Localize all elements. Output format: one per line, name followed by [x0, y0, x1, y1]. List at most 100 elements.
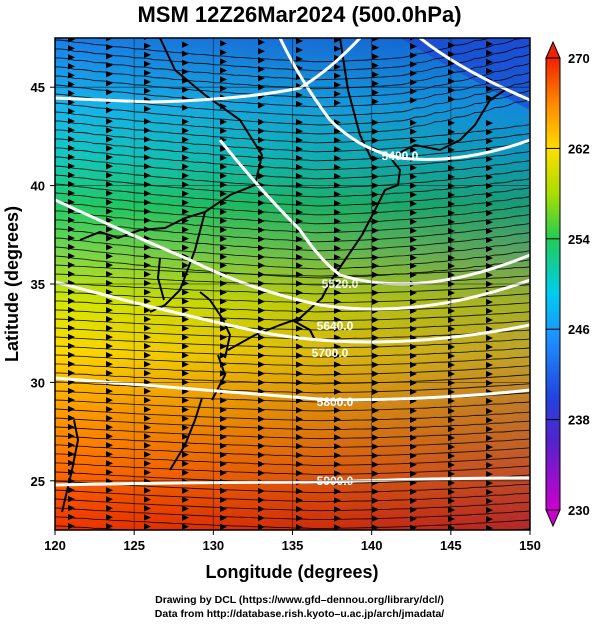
wind-arrow-icon — [106, 288, 113, 296]
wind-arrow-icon — [410, 379, 417, 387]
wind-arrow-icon — [410, 407, 417, 414]
wind-arrow-icon — [220, 118, 227, 126]
wind-arrow-icon — [448, 524, 455, 530]
wind-arrow-icon — [486, 182, 493, 190]
wind-arrow-icon — [448, 497, 455, 505]
wind-arrow-icon — [106, 136, 113, 143]
wind-arrow-icon — [68, 45, 75, 52]
wind-arrow-icon — [296, 154, 303, 162]
wind-arrow-icon — [68, 261, 75, 269]
wind-arrow-icon — [296, 425, 303, 432]
wind-arrow-icon — [68, 117, 75, 125]
wind-arrow-icon — [106, 360, 113, 368]
wind-arrow-icon — [258, 235, 265, 243]
wind-arrow-icon — [296, 55, 303, 63]
wind-arrow-icon — [106, 306, 113, 314]
wind-arrow-icon — [68, 234, 75, 242]
wind-arrow-icon — [372, 137, 379, 144]
wind-arrow-icon — [144, 78, 151, 86]
wind-arrow-icon — [106, 279, 113, 287]
wind-arrow-icon — [372, 262, 379, 269]
wind-arrow-icon — [68, 162, 75, 170]
wind-arrow-icon — [106, 61, 113, 69]
wind-arrow-icon — [144, 388, 151, 395]
wind-arrow-icon — [372, 53, 379, 60]
wind-arrow-icon — [334, 128, 341, 135]
wind-arrow-icon — [106, 324, 113, 332]
wind-arrow-icon — [486, 227, 493, 235]
wind-arrow-icon — [106, 52, 113, 60]
wind-arrow-icon — [296, 145, 303, 153]
wind-arrow-icon — [68, 495, 75, 503]
wind-arrow-icon — [220, 523, 227, 530]
wind-arrow-icon — [144, 262, 151, 269]
wind-arrow-icon — [258, 442, 265, 450]
wind-arrow-icon — [144, 60, 151, 68]
wind-arrow-icon — [334, 173, 341, 180]
wind-arrow-icon — [182, 68, 189, 75]
wind-arrow-icon — [182, 352, 189, 359]
wind-arrow-icon — [486, 370, 493, 378]
wind-arrow-icon — [372, 71, 379, 78]
wind-arrow-icon — [296, 262, 303, 269]
wind-arrow-icon — [106, 43, 113, 51]
wind-arrow-icon — [182, 325, 189, 332]
wind-arrow-icon — [182, 523, 189, 530]
wind-arrow-icon — [258, 57, 265, 64]
wind-arrow-icon — [258, 361, 265, 368]
wind-arrow-icon — [486, 137, 493, 145]
wind-arrow-icon — [448, 262, 455, 270]
wind-arrow-icon — [410, 271, 417, 279]
wind-arrow-icon — [486, 443, 493, 451]
wind-arrow-icon — [410, 137, 417, 144]
wind-arrow-icon — [68, 504, 75, 512]
wind-arrow-icon — [182, 136, 189, 143]
wind-arrow-icon — [106, 253, 113, 260]
wind-arrow-icon — [448, 443, 455, 451]
wind-arrow-icon — [448, 397, 455, 405]
wind-arrow-icon — [372, 334, 379, 341]
wind-arrow-icon — [296, 434, 303, 441]
wind-arrow-icon — [220, 469, 227, 477]
wind-arrow-icon — [106, 106, 113, 114]
wind-arrow-icon — [68, 387, 75, 395]
wind-arrow-icon — [182, 244, 189, 251]
wind-arrow-icon — [258, 487, 265, 495]
wind-arrow-icon — [448, 59, 455, 67]
wind-arrow-icon — [372, 343, 379, 350]
wind-arrow-icon — [296, 208, 303, 216]
wind-arrow-icon — [410, 307, 417, 315]
wind-arrow-icon — [106, 38, 113, 42]
wind-arrow-icon — [448, 470, 455, 478]
wind-arrow-icon — [486, 262, 493, 270]
wind-arrow-icon — [296, 407, 303, 414]
wind-arrow-icon — [144, 208, 151, 215]
wind-arrow-icon — [296, 244, 303, 252]
wind-arrow-icon — [372, 26, 379, 32]
wind-arrow-icon — [106, 387, 113, 395]
wind-arrow-icon — [144, 145, 151, 152]
wind-arrow-icon — [68, 207, 75, 215]
wind-arrow-icon — [220, 334, 227, 341]
wind-arrow-icon — [296, 136, 303, 144]
wind-arrow-icon — [144, 199, 151, 206]
wind-arrow-icon — [448, 173, 455, 181]
wind-arrow-icon — [486, 245, 493, 253]
wind-arrow-icon — [68, 72, 75, 79]
wind-arrow-icon — [334, 352, 341, 359]
wind-arrow-icon — [106, 406, 113, 413]
wind-arrow-icon — [486, 452, 493, 460]
wind-arrow-icon — [258, 208, 265, 216]
wind-arrow-icon — [144, 343, 151, 350]
x-tick-label: 145 — [440, 538, 462, 553]
wind-arrow-icon — [296, 46, 303, 54]
wind-arrow-icon — [334, 361, 341, 368]
wind-arrow-icon — [372, 461, 379, 468]
wind-arrow-icon — [182, 316, 189, 323]
wind-arrow-icon — [258, 102, 265, 109]
wind-arrow-icon — [334, 289, 341, 296]
wind-arrow-icon — [258, 469, 265, 477]
contour-label: 5700.0 — [312, 346, 349, 360]
wind-arrow-icon — [106, 244, 113, 251]
wind-arrow-icon — [258, 262, 265, 269]
